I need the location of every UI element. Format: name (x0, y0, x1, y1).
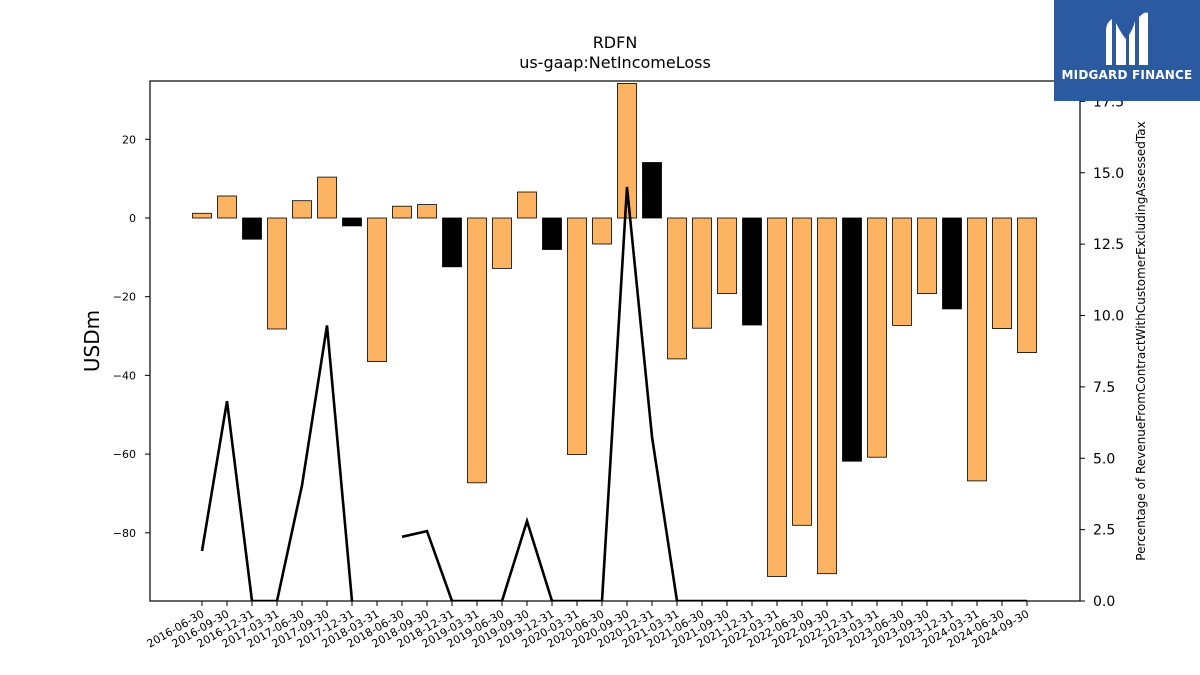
bar (942, 217, 962, 310)
bar (667, 217, 687, 360)
y-tick-label: −60 (113, 448, 136, 461)
bar (742, 217, 762, 326)
y2-tick-label: 2.5 (1093, 523, 1115, 539)
bar (492, 217, 512, 269)
bar (617, 83, 637, 219)
logo-mark-icon (1106, 12, 1148, 65)
bar (842, 217, 862, 462)
bar (567, 217, 587, 455)
bar (692, 217, 712, 329)
midgard-finance-logo: MIDGARD FINANCE (1054, 0, 1200, 101)
bar (767, 217, 787, 577)
bar (892, 217, 912, 326)
bar (267, 217, 287, 330)
bar (442, 217, 462, 268)
bar (542, 217, 562, 250)
bar (367, 217, 387, 363)
bar (642, 162, 662, 219)
chart-subtitle: us-gaap:NetIncomeLoss (519, 53, 711, 72)
plot-frame (149, 80, 1081, 602)
y-axis-label: USDm (80, 310, 104, 372)
bar (592, 217, 612, 245)
bar (917, 217, 937, 294)
y2-tick-label: 10.0 (1093, 309, 1124, 325)
chart-title: RDFN (593, 33, 638, 52)
y-tick-label: −80 (113, 527, 136, 540)
bar (867, 217, 887, 458)
bar (467, 217, 487, 484)
bar (417, 204, 437, 219)
y2-axis-label: Percentage of RevenueFromContractWithCus… (1134, 121, 1148, 560)
bar (392, 205, 412, 219)
bar (242, 217, 262, 240)
y2-tick-label: 15.0 (1093, 166, 1124, 182)
bar (192, 212, 212, 219)
y2-tick-label: 0.0 (1093, 594, 1115, 610)
bar (517, 191, 537, 219)
bar (792, 217, 812, 526)
bar (817, 217, 837, 575)
series-line (200, 325, 354, 601)
y2-tick-label: 7.5 (1093, 380, 1115, 396)
bar (1017, 217, 1037, 354)
y2-tick-label: 12.5 (1093, 237, 1124, 253)
bar (992, 217, 1012, 329)
y-tick-label: 0 (129, 212, 136, 225)
series-line (401, 186, 1027, 601)
bar (717, 217, 737, 294)
y-tick-label: 20 (122, 133, 136, 146)
bar (317, 176, 337, 219)
bar (342, 217, 362, 227)
y2-tick-label: 5.0 (1093, 451, 1115, 467)
y-tick-label: −40 (113, 369, 136, 382)
bar (967, 217, 987, 482)
logo-text: MIDGARD FINANCE (1061, 68, 1193, 82)
y-tick-label: −20 (113, 291, 136, 304)
bar (292, 200, 312, 219)
bar (217, 195, 237, 219)
